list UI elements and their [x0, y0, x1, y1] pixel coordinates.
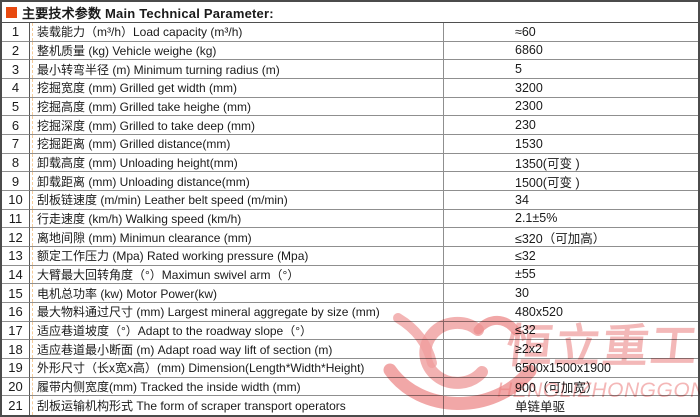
row-number: 6 [2, 116, 30, 135]
param-name: 外形尺寸（长x宽x高）(mm) Dimension(Length*Width*H… [30, 358, 444, 378]
param-name: 额定工作压力 (Mpa) Rated working pressure (Mpa… [30, 246, 444, 266]
row-number: 18 [2, 340, 30, 359]
param-value: ≤320（可加高） [444, 228, 698, 247]
square-bullet-icon [6, 6, 17, 18]
param-value: 230 [444, 116, 698, 135]
param-name: 刮板链速度 (m/min) Leather belt speed (m/min) [30, 190, 444, 210]
param-value: 6860 [444, 42, 698, 61]
param-value: 30 [444, 284, 698, 303]
row-number: 4 [2, 78, 30, 98]
param-name: 挖掘深度 (mm) Grilled to take deep (mm) [30, 116, 444, 135]
row-number: 21 [2, 396, 30, 415]
param-value: ≥2x2 [444, 340, 698, 359]
row-number: 7 [2, 134, 30, 154]
param-value: 5 [444, 60, 698, 79]
param-value: 3200 [444, 79, 698, 98]
param-value: ±55 [444, 266, 698, 285]
row-number: 14 [2, 265, 30, 285]
param-name: 最小转弯半径 (m) Minimum turning radius (m) [30, 60, 444, 79]
section-header: 主要技术参数 Main Technical Parameter: [2, 2, 698, 23]
row-number: 15 [2, 284, 30, 303]
param-name: 最大物料通过尺寸 (mm) Largest mineral aggregate … [30, 302, 444, 322]
param-value: 单链单驱 [515, 400, 566, 415]
param-value: ≤32 [444, 322, 698, 341]
param-value: ≈60 [444, 23, 698, 42]
param-name: 挖掘高度 (mm) Grilled take heighe (mm) [30, 97, 444, 117]
param-name: 电机总功率 (kw) Motor Power(kw) [30, 284, 444, 303]
param-name: 适应巷道最小断面 (m) Adapt road way lift of sect… [30, 340, 444, 359]
param-value: 2300 [444, 98, 698, 117]
param-name: 装载能力（m³/h）Load capacity (m³/h) [30, 23, 444, 42]
param-value: 1500(可变 ) [444, 172, 698, 191]
param-name: 刮板运输机构形式 The form of scraper transport o… [30, 396, 444, 415]
row-number: 10 [2, 190, 30, 210]
param-value: 480x520 [444, 303, 698, 322]
row-number: 5 [2, 97, 30, 117]
param-name: 挖掘宽度 (mm) Grilled get width (mm) [30, 78, 444, 98]
param-value: 1530 [444, 135, 698, 154]
param-value: 34 [444, 191, 698, 210]
row-number: 11 [2, 209, 30, 229]
row-number: 8 [2, 153, 30, 173]
param-value: 900（可加宽） [444, 378, 698, 397]
param-name: 大臂最大回转角度（°）Maximun swivel arm（°） [30, 265, 444, 285]
param-name: 挖掘距离 (mm) Grilled distance(mm) [30, 134, 444, 154]
page-title: 主要技术参数 Main Technical Parameter: [22, 5, 274, 21]
param-value: 2.1±5% [444, 210, 698, 229]
param-name: 履带内侧宽度(mm) Tracked the inside width (mm) [30, 377, 444, 397]
param-value: ≤32 [444, 247, 698, 266]
param-name: 适应巷道坡度（°）Adapt to the roadway slope（°） [30, 321, 444, 341]
row-number: 9 [2, 172, 30, 191]
row-number: 3 [2, 60, 30, 79]
param-name: 行走速度 (km/h) Walking speed (km/h) [30, 209, 444, 229]
row-number: 19 [2, 358, 30, 378]
row-number: 16 [2, 302, 30, 322]
parameters-table: 1 装载能力（m³/h）Load capacity (m³/h) ≈60 2 整… [2, 23, 698, 415]
row-number: 12 [2, 228, 30, 247]
row-number: 1 [2, 23, 30, 42]
param-name: 卸载高度 (mm) Unloading height(mm) [30, 153, 444, 173]
param-name: 整机质量 (kg) Vehicle weighe (kg) [30, 41, 444, 61]
row-number: 20 [2, 377, 30, 397]
row-number: 17 [2, 321, 30, 341]
param-name: 离地间隙 (mm) Minimun clearance (mm) [30, 228, 444, 247]
row-number: 13 [2, 246, 30, 266]
row-number: 2 [2, 41, 30, 61]
param-value: 6500x1500x1900 [444, 359, 698, 378]
param-value: 1350(可变 ) [444, 154, 698, 173]
param-name: 卸载距离 (mm) Unloading distance(mm) [30, 172, 444, 191]
